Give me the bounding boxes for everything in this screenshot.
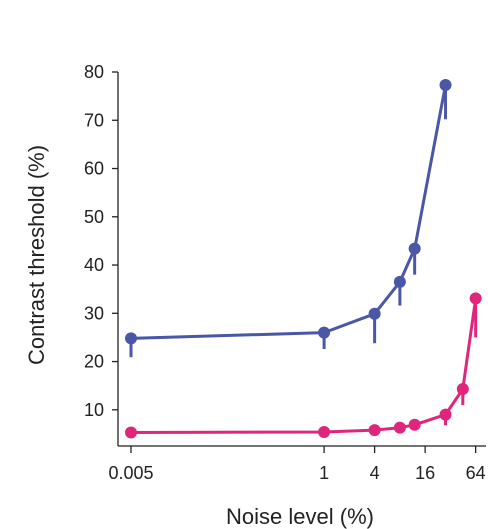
data-point <box>393 275 406 288</box>
x-tick-label: 16 <box>415 463 435 483</box>
series-2 <box>124 292 482 439</box>
data-point <box>408 418 421 431</box>
y-tick-label: 10 <box>84 400 104 420</box>
data-point <box>393 421 406 434</box>
y-tick-label: 20 <box>84 352 104 372</box>
data-point <box>456 383 469 396</box>
x-tick-label: 4 <box>370 463 380 483</box>
y-axis: 10 20 30 40 50 60 70 80 <box>84 62 119 446</box>
data-point <box>318 326 331 339</box>
data-point <box>124 332 137 345</box>
data-point <box>318 426 331 439</box>
series-line <box>129 83 447 340</box>
data-point <box>124 426 137 439</box>
y-tick-label: 50 <box>84 207 104 227</box>
y-tick-label: 80 <box>84 62 104 82</box>
series-1 <box>124 79 452 358</box>
data-point <box>368 424 381 437</box>
data-point <box>439 79 452 92</box>
x-tick-label: 0.005 <box>108 463 153 483</box>
data-point <box>469 292 482 305</box>
data-point <box>439 408 452 421</box>
data-point <box>368 307 381 320</box>
x-tick-label: 64 <box>466 463 486 483</box>
y-tick-label: 40 <box>84 255 104 275</box>
series-line <box>129 296 478 434</box>
series-layer <box>124 79 482 439</box>
y-tick-label: 70 <box>84 110 104 130</box>
x-tick-label: 1 <box>319 463 329 483</box>
x-axis: 0.005 1 4 16 64 <box>108 445 486 483</box>
x-axis-title: Noise level (%) <box>226 504 374 529</box>
y-tick-label: 60 <box>84 159 104 179</box>
y-tick-label: 30 <box>84 303 104 323</box>
y-axis-title: Contrast threshold (%) <box>24 145 49 365</box>
data-point <box>408 242 421 255</box>
